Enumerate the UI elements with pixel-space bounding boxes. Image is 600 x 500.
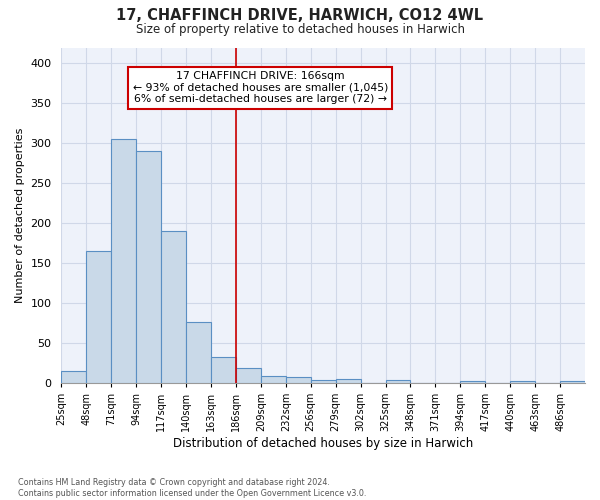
Text: 17 CHAFFINCH DRIVE: 166sqm
← 93% of detached houses are smaller (1,045)
6% of se: 17 CHAFFINCH DRIVE: 166sqm ← 93% of deta…	[133, 71, 388, 104]
Bar	[510, 380, 535, 383]
Text: 17, CHAFFINCH DRIVE, HARWICH, CO12 4WL: 17, CHAFFINCH DRIVE, HARWICH, CO12 4WL	[116, 8, 484, 22]
Bar	[111, 140, 136, 383]
Bar	[136, 152, 161, 383]
Bar	[236, 368, 261, 383]
Bar	[261, 376, 286, 383]
Y-axis label: Number of detached properties: Number of detached properties	[15, 128, 25, 303]
Bar	[161, 231, 186, 383]
X-axis label: Distribution of detached houses by size in Harwich: Distribution of detached houses by size …	[173, 437, 473, 450]
Text: Size of property relative to detached houses in Harwich: Size of property relative to detached ho…	[136, 22, 464, 36]
Bar	[311, 380, 335, 383]
Bar	[386, 380, 410, 383]
Bar	[335, 379, 361, 383]
Bar	[460, 380, 485, 383]
Bar	[286, 376, 311, 383]
Text: Contains HM Land Registry data © Crown copyright and database right 2024.
Contai: Contains HM Land Registry data © Crown c…	[18, 478, 367, 498]
Bar	[61, 371, 86, 383]
Bar	[211, 358, 236, 383]
Bar	[86, 251, 111, 383]
Bar	[186, 322, 211, 383]
Bar	[560, 380, 585, 383]
